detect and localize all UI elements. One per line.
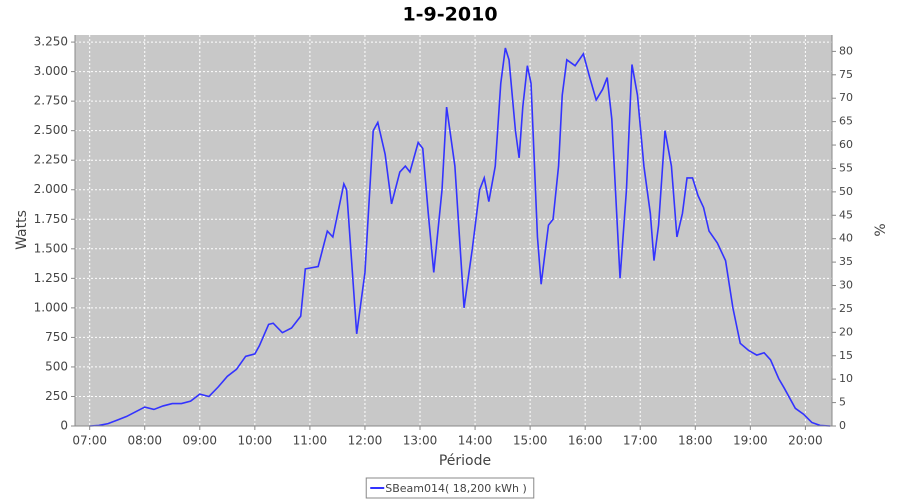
- x-tick-label: 19:00: [733, 434, 768, 448]
- y2-tick-label: 10: [839, 372, 853, 385]
- grid: [75, 35, 832, 427]
- y2-tick-label: 50: [839, 185, 853, 198]
- plot-area: [75, 35, 832, 426]
- y-tick-label: 500: [45, 359, 68, 373]
- legend: SBeam014( 18,200 kWh ): [365, 477, 535, 499]
- y2-tick-label: 15: [839, 349, 853, 362]
- y2-tick-label: 70: [839, 91, 853, 104]
- x-tick-label: 17:00: [623, 434, 658, 448]
- legend-box: [365, 477, 535, 499]
- y-tick-label: 3.250: [34, 35, 68, 49]
- x-tick-label: 15:00: [513, 434, 548, 448]
- legend-label: SBeam014( 18,200 kWh ): [385, 482, 527, 495]
- y2-tick-label: 65: [839, 115, 853, 128]
- y2-tick-label: 45: [839, 208, 853, 221]
- y2-tick-label: 80: [839, 44, 853, 57]
- y-tick-label: 250: [45, 389, 68, 403]
- x-tick-label: 20:00: [788, 434, 823, 448]
- y2-tick-label: 55: [839, 161, 853, 174]
- y-tick-label: 2.000: [34, 182, 68, 196]
- y2-tick-label: 0: [839, 419, 846, 432]
- y2-tick-label: 30: [839, 279, 853, 292]
- y-tick-label: 2.750: [34, 94, 68, 108]
- y2-axis-title: %: [873, 223, 889, 236]
- x-tick-label: 18:00: [678, 434, 713, 448]
- data-line: [89, 47, 831, 427]
- y-tick-label: 750: [45, 330, 68, 344]
- x-tick-label: 10:00: [238, 434, 273, 448]
- y2-tick-label: 35: [839, 255, 853, 268]
- y-tick-label: 3.000: [34, 64, 68, 78]
- y-tick-label: 2.500: [34, 123, 68, 137]
- marks: [89, 47, 831, 427]
- x-tick-label: 14:00: [458, 434, 493, 448]
- x-tick-label: 07:00: [72, 434, 107, 448]
- x-tick-label: 08:00: [127, 434, 162, 448]
- y-tick-label: 1.250: [34, 271, 68, 285]
- y-tick-label: 0: [60, 419, 68, 433]
- y-tick-label: 2.250: [34, 153, 68, 167]
- y-tick-label: 1.000: [34, 300, 68, 314]
- x-tick-label: 09:00: [182, 434, 217, 448]
- y2-tick-label: 5: [839, 396, 846, 409]
- y-axis-title: Watts: [14, 210, 30, 250]
- x-tick-label: 16:00: [568, 434, 603, 448]
- x-tick-label: 13:00: [403, 434, 438, 448]
- x-tick-label: 11:00: [293, 434, 328, 448]
- y2-tick-label: 60: [839, 138, 853, 151]
- y2-tick-label: 75: [839, 68, 853, 81]
- chart-title: 1-9-2010: [402, 4, 497, 26]
- y-tick-label: 1.500: [34, 241, 68, 255]
- x-tick-label: 12:00: [348, 434, 383, 448]
- y2-tick-label: 25: [839, 302, 853, 315]
- x-axis-title: Période: [439, 453, 491, 469]
- y2-tick-label: 40: [839, 232, 853, 245]
- y-tick-label: 1.750: [34, 212, 68, 226]
- y2-tick-label: 20: [839, 325, 853, 338]
